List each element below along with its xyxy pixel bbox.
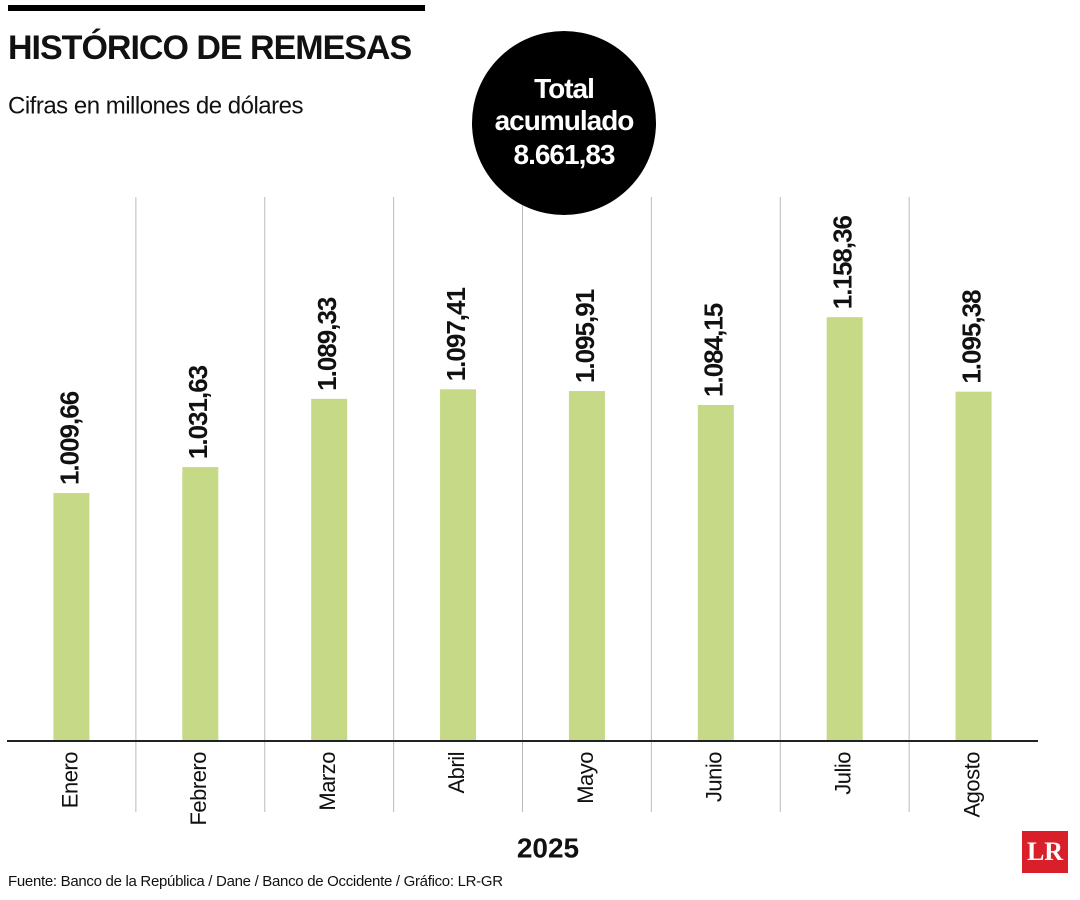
title-bar <box>8 5 425 11</box>
value-label: 1.158,36 <box>828 215 858 309</box>
bar <box>311 398 348 741</box>
bar <box>697 404 734 741</box>
x-tick-label: Abril <box>444 752 469 794</box>
bar <box>182 467 219 741</box>
total-badge: Total acumulado 8.661,83 <box>472 31 656 215</box>
x-tick-label: Agosto <box>959 752 984 818</box>
bar <box>53 493 90 741</box>
total-label: Total acumulado <box>494 73 635 136</box>
chart-title: HISTÓRICO DE REMESAS <box>8 29 411 67</box>
x-tick-label: Junio <box>702 752 727 802</box>
x-axis-label: 2025 <box>517 832 579 863</box>
x-tick-label: Julio <box>831 752 856 795</box>
value-label: 1.095,38 <box>956 290 986 384</box>
value-label: 1.097,41 <box>441 288 471 382</box>
source: Fuente: Banco de la República / Dane / B… <box>8 873 503 890</box>
bar <box>568 391 605 741</box>
bar <box>440 389 477 741</box>
logo: LR <box>1022 831 1068 873</box>
chart-subtitle: Cifras en millones de dólares <box>8 92 303 119</box>
x-tick-label: Marzo <box>315 752 340 811</box>
value-label: 1.089,33 <box>312 297 342 391</box>
value-label: 1.084,15 <box>699 303 729 397</box>
x-tick-label: Enero <box>57 752 82 808</box>
x-tick-label: Mayo <box>573 752 598 804</box>
bar <box>955 391 992 741</box>
value-label: 1.031,63 <box>183 365 213 459</box>
value-label: 1.009,66 <box>54 391 84 485</box>
total-value: 8.661,83 <box>513 139 616 170</box>
value-label: 1.095,91 <box>570 289 600 383</box>
bar <box>826 317 863 741</box>
x-tick-label: Febrero <box>186 752 211 826</box>
